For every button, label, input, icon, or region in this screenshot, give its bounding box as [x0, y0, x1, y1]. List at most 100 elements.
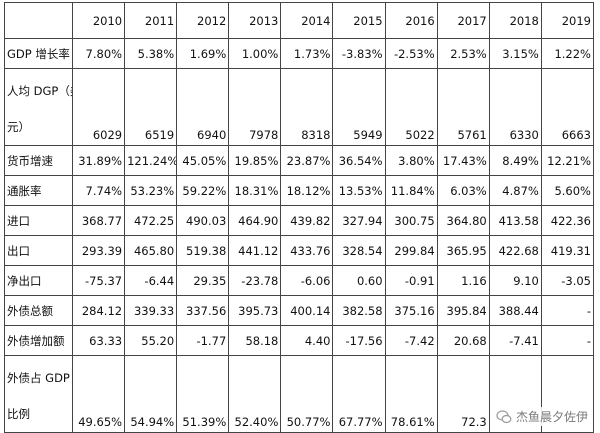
year-header: 2014: [280, 2, 334, 39]
data-cell: -6.44: [124, 265, 178, 296]
row-label: 净出口: [4, 265, 73, 296]
economic-indicators-table: 2010 2011 2012 2013 2014 2015 2016 2017 2018 2019…: [4, 2, 595, 433]
row-label-text: 人均 DGP（美: [7, 84, 72, 98]
data-cell: 12.21%: [540, 145, 595, 176]
data-cell: 6663: [540, 68, 595, 146]
data-cell: 8318: [280, 68, 334, 146]
data-cell: 328.54: [332, 235, 386, 266]
data-cell: 5949: [332, 68, 386, 146]
data-cell: 121.24%: [124, 145, 178, 176]
row-label-text: 货币增速: [7, 153, 53, 168]
data-cell: 52.40%: [228, 355, 282, 433]
row-label: 通胀率: [4, 175, 73, 206]
data-cell: -6.06: [280, 265, 334, 296]
year-header: 2013: [228, 2, 282, 39]
data-cell: 7.74%: [71, 175, 126, 206]
data-cell: 5022: [384, 68, 438, 146]
table-row: 货币增速 31.89% 121.24% 45.05% 19.85% 23.87% 36.54…: [4, 145, 595, 176]
year-header: 2016: [384, 2, 438, 39]
data-cell: 59.22%: [176, 175, 230, 206]
year-header: 2017: [436, 2, 490, 39]
data-cell: 6330: [488, 68, 542, 146]
data-cell: 300.75: [384, 205, 438, 236]
data-cell: 284.12: [71, 295, 126, 326]
data-cell: 7.80%: [71, 38, 126, 69]
data-cell: 5.60%: [540, 175, 595, 206]
data-cell: 9.10: [488, 265, 542, 296]
row-label: 人均 DGP（美元）: [4, 68, 73, 146]
data-cell: -: [540, 325, 595, 356]
data-cell: 53.23%: [124, 175, 178, 206]
data-cell: -0.91: [384, 265, 438, 296]
table-row: 外债增加额 63.33 55.20 -1.77 58.18 4.40 -17.56 -7.42…: [4, 325, 595, 356]
data-cell: 50.77%: [280, 355, 334, 433]
row-label-text-2: 元）: [7, 120, 30, 134]
year-header: 2012: [176, 2, 230, 39]
data-cell: 0.60: [332, 265, 386, 296]
data-cell: -7.41: [488, 325, 542, 356]
row-label-text: 进口: [7, 213, 30, 228]
data-cell: 439.82: [280, 205, 334, 236]
watermark-text: 杰鱼晨夕佐伊: [515, 410, 588, 424]
data-cell: 422.68: [488, 235, 542, 266]
data-cell: 3.80%: [384, 145, 438, 176]
table-row: 外债占 GDP 比例 49.65% 54.94% 51.39% 52.40% 50.77% 6…: [4, 355, 595, 433]
data-cell: 337.56: [176, 295, 230, 326]
row-label: 外债增加额: [4, 325, 73, 356]
data-cell: 51.39%: [176, 355, 230, 433]
data-cell: -1.77: [176, 325, 230, 356]
data-cell: 419.31: [540, 235, 595, 266]
data-cell: -: [540, 295, 595, 326]
data-cell: 6029: [71, 68, 126, 146]
data-cell: 49.65%: [71, 355, 126, 433]
data-cell: 299.84: [384, 235, 438, 266]
data-cell: 78.61%: [384, 355, 438, 433]
table-row: 出口 293.39 465.80 519.38 441.12 433.76 328.54 29…: [4, 235, 595, 266]
table-row: GDP 增长率 7.80% 5.38% 1.69% 1.00% 1.73% -3.83% -2…: [4, 38, 595, 69]
data-cell: 31.89%: [71, 145, 126, 176]
data-cell: -75.37: [71, 265, 126, 296]
data-cell: 6940: [176, 68, 230, 146]
data-cell: 464.90: [228, 205, 282, 236]
row-label-text: 净出口: [7, 273, 42, 288]
data-cell: 20.68: [436, 325, 490, 356]
data-cell: 375.16: [384, 295, 438, 326]
data-cell: 388.44: [488, 295, 542, 326]
table-row: 人均 DGP（美元）602965196940797883185949502257…: [4, 68, 595, 146]
data-cell: 58.18: [228, 325, 282, 356]
data-cell: 23.87%: [280, 145, 334, 176]
data-cell: 1.00%: [228, 38, 282, 69]
data-cell: 72.3: [436, 355, 490, 433]
table-row: 通胀率 7.74% 53.23% 59.22% 18.31% 18.12% 13.53% 11…: [4, 175, 595, 206]
data-cell: 364.80: [436, 205, 490, 236]
year-header: 2010: [71, 2, 126, 39]
data-cell: 11.84%: [384, 175, 438, 206]
data-cell: 395.73: [228, 295, 282, 326]
data-cell: 1.73%: [280, 38, 334, 69]
row-label: 外债占 GDP 比例: [4, 355, 73, 433]
year-header: 2011: [124, 2, 178, 39]
data-cell: 67.77%: [332, 355, 386, 433]
year-header: 2015: [332, 2, 386, 39]
data-cell: 472.25: [124, 205, 178, 236]
data-cell: -23.78: [228, 265, 282, 296]
data-cell: 1.16: [436, 265, 490, 296]
header-row: 2010 2011 2012 2013 2014 2015 2016 2017 2018 2019: [4, 2, 595, 39]
row-label-text: 外债总额: [7, 303, 53, 318]
data-cell: 1.22%: [540, 38, 595, 69]
year-header: 2018: [488, 2, 542, 39]
data-cell: 4.87%: [488, 175, 542, 206]
row-label: 出口: [4, 235, 73, 266]
data-cell: 400.14: [280, 295, 334, 326]
data-cell: -2.53%: [384, 38, 438, 69]
row-label-text: 通胀率: [7, 183, 42, 198]
data-cell: 1.69%: [176, 38, 230, 69]
data-cell: 395.84: [436, 295, 490, 326]
row-label: 货币增速: [4, 145, 73, 176]
row-label-text: GDP 增长率: [7, 46, 70, 61]
data-cell: 2.53%: [436, 38, 490, 69]
data-cell: 17.43%: [436, 145, 490, 176]
data-cell: -3.83%: [332, 38, 386, 69]
data-cell: 3.15%: [488, 38, 542, 69]
corner-cell: [4, 2, 73, 39]
